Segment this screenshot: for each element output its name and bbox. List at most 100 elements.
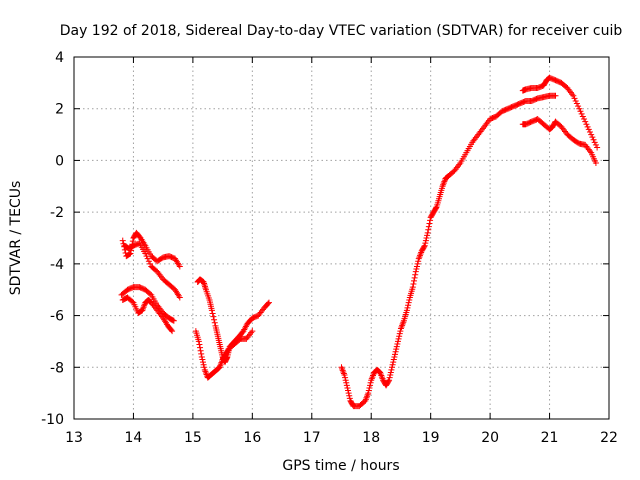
data-point-track-g bbox=[387, 372, 394, 379]
data-point-track-g bbox=[393, 343, 400, 350]
data-point-track-e bbox=[195, 338, 202, 345]
data-point-track-h bbox=[577, 108, 584, 115]
data-point-track-g bbox=[427, 217, 434, 224]
data-point-track-g bbox=[425, 223, 432, 230]
y-tick-label: -6 bbox=[50, 309, 64, 325]
data-point-track-g bbox=[367, 379, 374, 386]
data-point-track-g bbox=[412, 271, 419, 278]
y-axis-label: SDTVAR / TECUs bbox=[8, 181, 24, 296]
data-point-track-b bbox=[144, 255, 151, 262]
data-point-track-g bbox=[406, 297, 413, 304]
data-point-track-g bbox=[397, 328, 404, 335]
y-tick-label: 4 bbox=[55, 50, 64, 66]
data-point-track-g bbox=[345, 390, 352, 397]
x-tick-label: 15 bbox=[184, 430, 202, 446]
data-point-track-g bbox=[346, 395, 353, 402]
data-point-track-h bbox=[578, 110, 585, 117]
data-point-track-a bbox=[127, 250, 134, 257]
data-point-track-g bbox=[424, 229, 431, 236]
data-point-track-g bbox=[414, 260, 421, 267]
y-tick-label: 2 bbox=[55, 102, 64, 118]
x-tick-label: 21 bbox=[541, 430, 559, 446]
data-point-track-g bbox=[424, 232, 431, 239]
data-point-track-h bbox=[571, 95, 578, 102]
data-point-track-i bbox=[592, 160, 599, 167]
data-point-track-g bbox=[421, 243, 428, 250]
data-point-track-c bbox=[147, 290, 154, 297]
data-point-track-e bbox=[199, 356, 206, 363]
data-point-track-g bbox=[389, 361, 396, 368]
data-point-track-b bbox=[143, 253, 150, 260]
data-point-track-e bbox=[197, 344, 204, 351]
data-point-track-g bbox=[422, 240, 429, 247]
data-point-track-g bbox=[403, 307, 410, 314]
data-point-track-h bbox=[591, 139, 598, 146]
data-point-track-f bbox=[211, 319, 218, 326]
chart-title: Day 192 of 2018, Sidereal Day-to-day VTE… bbox=[60, 23, 623, 39]
data-point-track-b bbox=[176, 294, 183, 301]
data-point-track-c bbox=[170, 317, 177, 324]
data-point-track-g bbox=[394, 341, 401, 348]
data-point-track-g bbox=[394, 338, 401, 345]
data-point-track-b bbox=[142, 250, 149, 257]
y-tick-labels: -10 -8 -6 -4 -2 0 2 4 bbox=[41, 50, 64, 428]
data-point-track-d bbox=[168, 327, 175, 334]
x-tick-label: 14 bbox=[125, 430, 143, 446]
data-point-track-h bbox=[592, 141, 599, 148]
data-point-track-h bbox=[573, 100, 580, 107]
data-point-track-g bbox=[393, 346, 400, 353]
data-point-track-g bbox=[411, 274, 418, 281]
x-tick-label: 22 bbox=[600, 430, 618, 446]
data-point-track-a bbox=[176, 263, 183, 270]
data-point-track-e bbox=[197, 347, 204, 354]
data-point-track-g bbox=[367, 382, 374, 389]
x-axis-label: GPS time / hours bbox=[282, 458, 399, 474]
data-point-track-g bbox=[386, 374, 393, 381]
data-point-track-g bbox=[396, 333, 403, 340]
data-point-track-g bbox=[421, 242, 428, 249]
y-tick-label: -8 bbox=[50, 360, 64, 376]
data-point-track-g bbox=[409, 284, 416, 291]
data-point-track-g bbox=[391, 353, 398, 360]
data-point-track-g bbox=[344, 384, 351, 391]
data-point-track-g bbox=[405, 302, 412, 309]
x-tick-label: 13 bbox=[65, 430, 83, 446]
data-point-track-b bbox=[145, 258, 152, 265]
data-point-track-g bbox=[342, 377, 349, 384]
data-point-track-g bbox=[426, 220, 433, 227]
data-point-track-g bbox=[342, 374, 349, 381]
data-point-track-g bbox=[392, 351, 398, 358]
data-point-track-a bbox=[126, 251, 133, 258]
data-point-track-c bbox=[169, 317, 176, 324]
data-point-track-g bbox=[389, 364, 396, 371]
data-point-track-a bbox=[119, 237, 126, 244]
data-point-track-b bbox=[147, 260, 154, 267]
data-point-track-g bbox=[433, 205, 440, 212]
data-point-track-e bbox=[198, 353, 205, 360]
data-point-track-h bbox=[572, 97, 579, 104]
y-tick-label: -4 bbox=[50, 257, 64, 273]
data-point-track-g bbox=[415, 258, 422, 265]
data-point-track-h bbox=[585, 126, 592, 133]
y-tick-label: 0 bbox=[55, 153, 64, 169]
data-point-track-g bbox=[343, 382, 350, 389]
data-point-track-g bbox=[343, 379, 350, 386]
data-point-track-g bbox=[365, 387, 372, 394]
data-point-track-g bbox=[341, 372, 348, 379]
data-point-track-g bbox=[413, 266, 420, 273]
data-point-track-g bbox=[422, 237, 429, 244]
data-point-track-g bbox=[404, 304, 411, 311]
data-point-track-h bbox=[590, 136, 597, 143]
data-point-track-h bbox=[582, 118, 589, 125]
data-point-track-g bbox=[395, 335, 402, 342]
data-points bbox=[118, 74, 601, 410]
data-point-track-g bbox=[405, 299, 412, 306]
data-point-track-g bbox=[390, 356, 397, 363]
data-point-track-g bbox=[552, 92, 559, 99]
data-point-track-g bbox=[423, 235, 430, 241]
data-point-track-e bbox=[249, 328, 256, 335]
data-point-track-d bbox=[169, 328, 176, 335]
data-point-track-g bbox=[385, 378, 392, 385]
data-point-track-h bbox=[579, 113, 586, 120]
